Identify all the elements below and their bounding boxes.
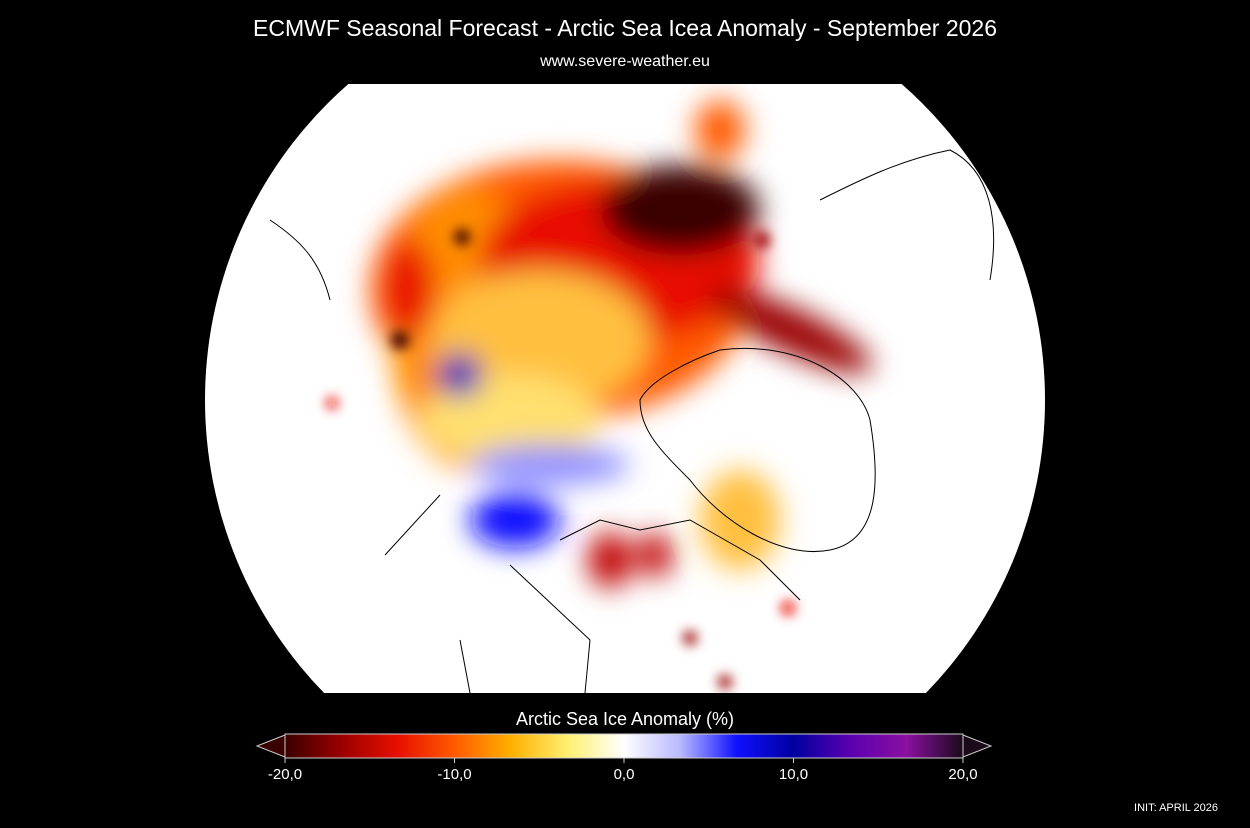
colorbar-tick-label: 20,0 (948, 766, 977, 783)
colorbar (284, 733, 964, 759)
colorbar-label: Arctic Sea Ice Anomaly (%) (516, 709, 734, 729)
anomaly-spots (326, 229, 795, 689)
colorbar-tick-label: -10,0 (437, 766, 471, 783)
init-label: INIT: APRIL 2026 (1134, 802, 1218, 814)
subtitle: www.severe-weather.eu (539, 53, 710, 70)
colorbar-tick-label: 10,0 (779, 766, 808, 783)
coastlines (269, 149, 995, 693)
title: ECMWF Seasonal Forecast - Arctic Sea Ice… (253, 15, 997, 41)
colorbar-ticks: -20,0 -10,0 0,0 10,0 20,0 (268, 758, 978, 783)
map (205, 84, 1045, 693)
colorbar-tick-label: -20,0 (268, 766, 302, 783)
anomaly-field (370, 100, 873, 588)
colorbar-tick-label: 0,0 (614, 766, 635, 783)
